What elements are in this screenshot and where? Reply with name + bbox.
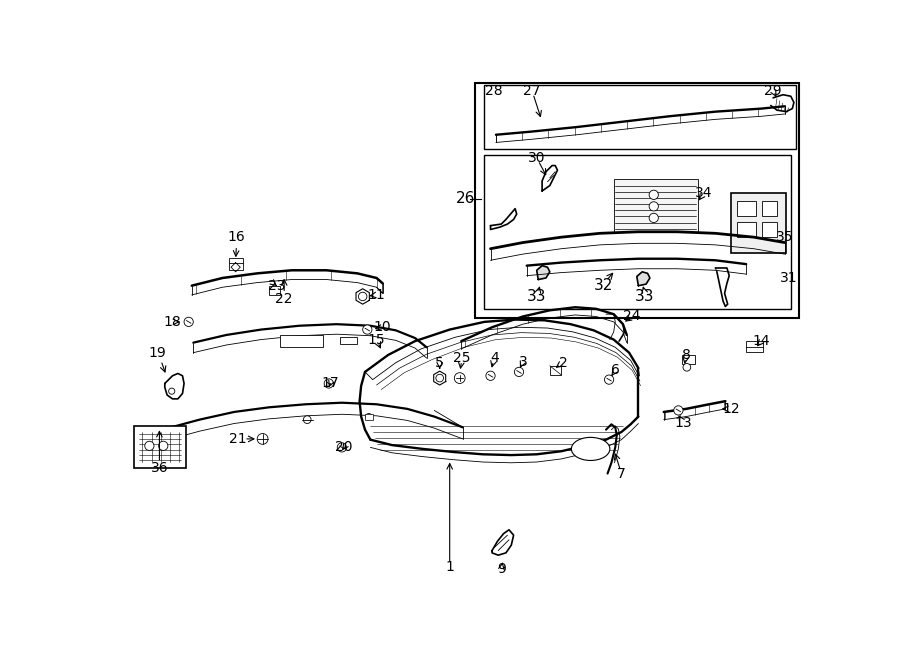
Bar: [269, 286, 280, 295]
Circle shape: [257, 434, 268, 444]
Bar: [365, 414, 373, 420]
Text: 32: 32: [594, 278, 614, 293]
Bar: [761, 201, 777, 216]
Circle shape: [168, 388, 175, 394]
Polygon shape: [637, 272, 650, 286]
Bar: [550, 366, 562, 375]
Bar: [339, 336, 356, 344]
Text: 24: 24: [624, 309, 641, 323]
Text: 31: 31: [779, 271, 797, 285]
Text: 17: 17: [321, 377, 339, 391]
Text: 11: 11: [368, 288, 385, 302]
Circle shape: [515, 368, 524, 377]
Text: 1: 1: [446, 560, 454, 574]
Text: 2: 2: [559, 356, 567, 369]
Text: 33: 33: [634, 289, 654, 304]
Text: 35: 35: [776, 230, 794, 244]
Text: 18: 18: [164, 315, 182, 329]
Circle shape: [158, 442, 168, 450]
Circle shape: [365, 414, 372, 420]
Circle shape: [649, 214, 659, 223]
Bar: [134, 426, 186, 468]
Text: 6: 6: [611, 364, 620, 377]
Bar: [737, 201, 756, 216]
Text: 27: 27: [523, 84, 541, 98]
Circle shape: [338, 443, 346, 452]
Bar: [475, 83, 798, 318]
Bar: [682, 355, 695, 364]
Polygon shape: [536, 266, 550, 280]
Text: 13: 13: [674, 416, 692, 430]
Text: 23: 23: [267, 279, 285, 293]
Text: 12: 12: [722, 402, 740, 416]
Text: 20: 20: [336, 440, 353, 454]
Text: 25: 25: [454, 351, 471, 365]
Circle shape: [649, 190, 659, 200]
Circle shape: [605, 375, 614, 384]
Circle shape: [649, 202, 659, 211]
Text: 5: 5: [436, 356, 444, 369]
Bar: [614, 179, 698, 232]
Circle shape: [184, 317, 194, 327]
Text: 14: 14: [752, 334, 770, 348]
Bar: [761, 222, 777, 237]
Text: 34: 34: [695, 186, 713, 200]
Circle shape: [358, 292, 367, 301]
Text: 7: 7: [617, 467, 626, 481]
Circle shape: [324, 379, 333, 388]
Ellipse shape: [572, 438, 610, 461]
Bar: [731, 193, 787, 253]
Text: 15: 15: [368, 332, 385, 346]
Bar: [280, 335, 323, 346]
Circle shape: [674, 406, 683, 415]
Text: 4: 4: [490, 351, 499, 365]
Text: 9: 9: [497, 562, 506, 576]
Circle shape: [303, 416, 311, 424]
Text: 3: 3: [518, 355, 527, 369]
Text: 30: 30: [528, 151, 545, 165]
Bar: [746, 341, 763, 352]
Circle shape: [486, 371, 495, 380]
Text: 21: 21: [229, 432, 247, 446]
Text: 19: 19: [148, 346, 166, 360]
Bar: [484, 155, 791, 309]
Bar: [229, 258, 243, 270]
Text: 10: 10: [374, 321, 392, 334]
Bar: [737, 222, 756, 237]
Text: 29: 29: [764, 84, 782, 98]
Text: 33: 33: [527, 289, 546, 304]
Circle shape: [363, 325, 372, 334]
Text: 28: 28: [485, 84, 502, 98]
Bar: [484, 85, 796, 149]
Text: 36: 36: [150, 461, 168, 475]
Circle shape: [683, 364, 690, 371]
Text: 26: 26: [455, 191, 475, 206]
Text: 8: 8: [681, 348, 690, 362]
Circle shape: [436, 374, 444, 382]
Text: 16: 16: [228, 230, 246, 244]
Text: 22: 22: [275, 292, 292, 306]
Circle shape: [145, 442, 154, 450]
Circle shape: [454, 373, 465, 383]
